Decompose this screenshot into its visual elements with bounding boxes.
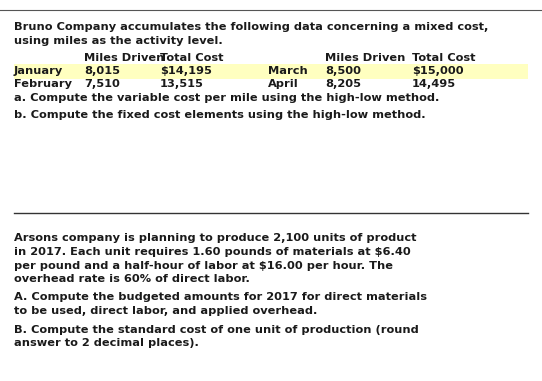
Text: to be used, direct labor, and applied overhead.: to be used, direct labor, and applied ov… (14, 306, 317, 315)
Text: 7,510: 7,510 (84, 79, 120, 89)
Text: February: February (14, 79, 72, 89)
Text: 8,500: 8,500 (325, 66, 361, 75)
Text: in 2017. Each unit requires 1.60 pounds of materials at $6.40: in 2017. Each unit requires 1.60 pounds … (14, 247, 410, 257)
Text: using miles as the activity level.: using miles as the activity level. (14, 36, 222, 46)
Text: 8,205: 8,205 (325, 79, 361, 89)
Text: $15,000: $15,000 (412, 66, 463, 75)
Text: Miles Driven: Miles Driven (325, 53, 405, 62)
Text: answer to 2 decimal places).: answer to 2 decimal places). (14, 338, 198, 348)
Text: April: April (268, 79, 299, 89)
Text: Arsons company is planning to produce 2,100 units of product: Arsons company is planning to produce 2,… (14, 233, 416, 243)
Text: b. Compute the fixed cost elements using the high-low method.: b. Compute the fixed cost elements using… (14, 110, 425, 120)
Text: a. Compute the variable cost per mile using the high-low method.: a. Compute the variable cost per mile us… (14, 93, 439, 103)
Text: 13,515: 13,515 (160, 79, 204, 89)
Text: Miles Driven: Miles Driven (84, 53, 164, 62)
Text: A. Compute the budgeted amounts for 2017 for direct materials: A. Compute the budgeted amounts for 2017… (14, 292, 427, 302)
Text: Total Cost: Total Cost (160, 53, 223, 62)
Text: January: January (14, 66, 63, 75)
Text: per pound and a half-hour of labor at $16.00 per hour. The: per pound and a half-hour of labor at $1… (14, 261, 392, 271)
Text: $14,195: $14,195 (160, 66, 212, 75)
Text: 14,495: 14,495 (412, 79, 456, 89)
Text: overhead rate is 60% of direct labor.: overhead rate is 60% of direct labor. (14, 274, 249, 284)
Text: Bruno Company accumulates the following data concerning a mixed cost,: Bruno Company accumulates the following … (14, 22, 488, 32)
Text: March: March (268, 66, 308, 75)
Text: 8,015: 8,015 (84, 66, 120, 75)
Text: B. Compute the standard cost of one unit of production (round: B. Compute the standard cost of one unit… (14, 325, 418, 335)
Bar (14, 64, 528, 79)
Text: Total Cost: Total Cost (412, 53, 475, 62)
